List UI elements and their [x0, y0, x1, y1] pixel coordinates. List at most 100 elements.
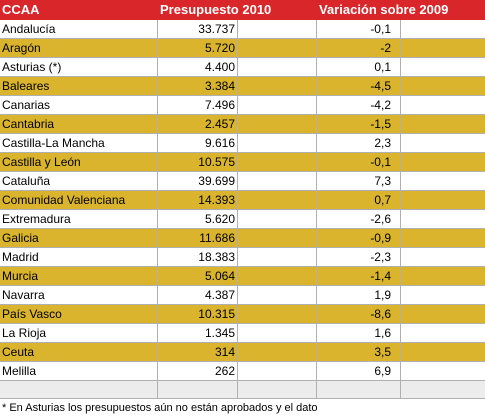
grid-line: [316, 343, 317, 361]
region-cell: Baleares: [2, 79, 50, 93]
region-cell: Aragón: [2, 41, 41, 55]
region-cell: Andalucía: [2, 22, 56, 36]
grid-line: [237, 39, 238, 57]
region-cell: Canarias: [2, 98, 51, 112]
budget-cell: 18.383: [198, 250, 235, 264]
grid-line: [316, 191, 317, 209]
header-cell: Presupuesto 2010: [160, 2, 272, 17]
grid-line: [400, 134, 401, 152]
variation-cell: -1,5: [370, 117, 391, 131]
grid-line: [316, 115, 317, 133]
budget-cell: 9.616: [204, 136, 235, 150]
variation-cell: -2: [380, 41, 391, 55]
variation-cell: -8,6: [370, 307, 391, 321]
budget-cell: 5.720: [204, 41, 235, 55]
budget-cell: 39.699: [198, 174, 235, 188]
grid-line: [237, 248, 238, 266]
grid-line: [237, 153, 238, 171]
grid-line: [316, 153, 317, 171]
table-row: Galicia 11.686 -0,9: [0, 229, 485, 248]
grid-line: [237, 210, 238, 228]
variation-cell: 1,6: [374, 326, 391, 340]
grid-line: [400, 362, 401, 380]
grid-line: [316, 77, 317, 95]
grid-line: [157, 267, 158, 285]
grid-line: [400, 248, 401, 266]
table-row: Andalucía 33.737 -0,1: [0, 20, 485, 39]
budget-cell: 5.064: [204, 269, 235, 283]
grid-line: [157, 229, 158, 247]
grid-line: [400, 115, 401, 133]
grid-line: [316, 229, 317, 247]
table-row: Extremadura 5.620 -2,6: [0, 210, 485, 229]
variation-cell: 0,7: [374, 193, 391, 207]
budget-cell: 14.393: [198, 193, 235, 207]
grid-line: [157, 210, 158, 228]
variation-cell: -2,3: [370, 250, 391, 264]
table-row: Comunidad Valenciana 14.393 0,7: [0, 191, 485, 210]
table-row: Ceuta 314 3,5: [0, 343, 485, 362]
header-row: CCAA Presupuesto 2010 Variación sobre 2009: [0, 0, 485, 20]
grid-line: [157, 172, 158, 190]
grid-line: [157, 343, 158, 361]
grid-line: [316, 20, 317, 38]
budget-cell: 4.400: [204, 60, 235, 74]
grid-line: [157, 248, 158, 266]
table-row: Cataluña 39.699 7,3: [0, 172, 485, 191]
region-cell: La Rioja: [2, 326, 47, 340]
budget-cell: 10.315: [198, 307, 235, 321]
region-cell: Ceuta: [2, 345, 35, 359]
budget-cell: 2.457: [204, 117, 235, 131]
grid-line: [157, 58, 158, 76]
budget-cell: 4.387: [204, 288, 235, 302]
region-cell: Castilla y León: [2, 155, 81, 169]
grid-line: [316, 39, 317, 57]
grid-line: [400, 210, 401, 228]
grid-line: [157, 115, 158, 133]
budget-cell: 5.620: [204, 212, 235, 226]
table-row: Navarra 4.387 1,9: [0, 286, 485, 305]
grid-line: [400, 267, 401, 285]
grid-line: [237, 115, 238, 133]
variation-cell: 7,3: [374, 174, 391, 188]
variation-cell: 2,3: [374, 136, 391, 150]
grid-line: [237, 362, 238, 380]
grid-line: [237, 134, 238, 152]
table-row: Castilla-La Mancha 9.616 2,3: [0, 134, 485, 153]
grid-line: [237, 343, 238, 361]
variation-cell: -0,9: [370, 231, 391, 245]
budget-cell: 7.496: [204, 98, 235, 112]
grid-line: [400, 381, 401, 398]
grid-line: [316, 248, 317, 266]
variation-cell: 0,1: [374, 60, 391, 74]
grid-line: [237, 96, 238, 114]
footnote: * En Asturias los presupuestos aún no es…: [2, 402, 318, 414]
grid-line: [157, 39, 158, 57]
grid-line: [157, 305, 158, 323]
grid-line: [400, 96, 401, 114]
budget-cell: 262: [214, 364, 235, 378]
grid-line: [400, 343, 401, 361]
variation-cell: 6,9: [374, 364, 391, 378]
region-cell: Melilla: [2, 364, 37, 378]
grid-line: [157, 77, 158, 95]
table-row: Canarias 7.496 -4,2: [0, 96, 485, 115]
grid-line: [237, 191, 238, 209]
table-row: País Vasco 10.315 -8,6: [0, 305, 485, 324]
table-row: Madrid 18.383 -2,3: [0, 248, 485, 267]
grid-line: [316, 58, 317, 76]
grid-line: [316, 305, 317, 323]
region-cell: País Vasco: [2, 307, 62, 321]
grid-line: [316, 381, 317, 398]
grid-line: [237, 58, 238, 76]
grid-line: [316, 286, 317, 304]
grid-line: [237, 229, 238, 247]
table-row: Asturias (*) 4.400 0,1: [0, 58, 485, 77]
grid-line: [400, 229, 401, 247]
grid-line: [316, 267, 317, 285]
table-row: Melilla 262 6,9: [0, 362, 485, 381]
budget-cell: 1.345: [204, 326, 235, 340]
table-row: Murcia 5.064 -1,4: [0, 267, 485, 286]
table-row: Cantabria 2.457 -1,5: [0, 115, 485, 134]
grid-line: [316, 324, 317, 342]
